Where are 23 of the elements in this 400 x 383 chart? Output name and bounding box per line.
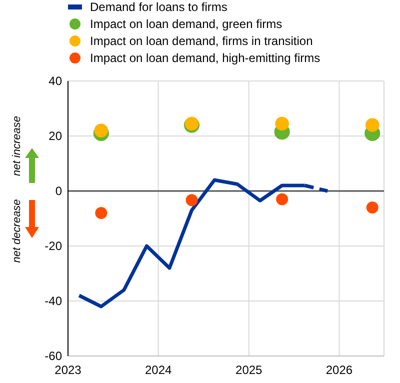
point bbox=[366, 202, 378, 214]
point bbox=[186, 194, 198, 206]
text: net decrease bbox=[11, 199, 23, 263]
y-tick-label: -20 bbox=[44, 239, 62, 254]
legend-label: Impact on loan demand, high-emitting firms bbox=[90, 51, 320, 66]
y-tick-label: 20 bbox=[48, 129, 62, 144]
x-tick-label: 2024 bbox=[144, 363, 172, 377]
x-tick-label: 2023 bbox=[54, 363, 82, 377]
y-tick-label: 0 bbox=[55, 184, 62, 198]
point bbox=[276, 193, 288, 206]
point bbox=[95, 207, 108, 219]
legend-label: Demand for loans to firms bbox=[90, 0, 228, 14]
x-tick-label: 2026 bbox=[326, 363, 353, 377]
y-tick-label: 40 bbox=[48, 74, 62, 88]
legend-label: Impact on loan demand, green firms bbox=[90, 17, 282, 32]
text: net increase bbox=[11, 116, 23, 176]
x-tick-label: 2025 bbox=[236, 363, 263, 377]
y-tick-label: -40 bbox=[44, 294, 62, 308]
point bbox=[365, 118, 380, 132]
point bbox=[94, 124, 108, 138]
y-tick-label: -60 bbox=[44, 349, 62, 364]
legend-label: Impact on loan demand, firms in transition bbox=[90, 34, 313, 48]
point bbox=[275, 116, 289, 131]
